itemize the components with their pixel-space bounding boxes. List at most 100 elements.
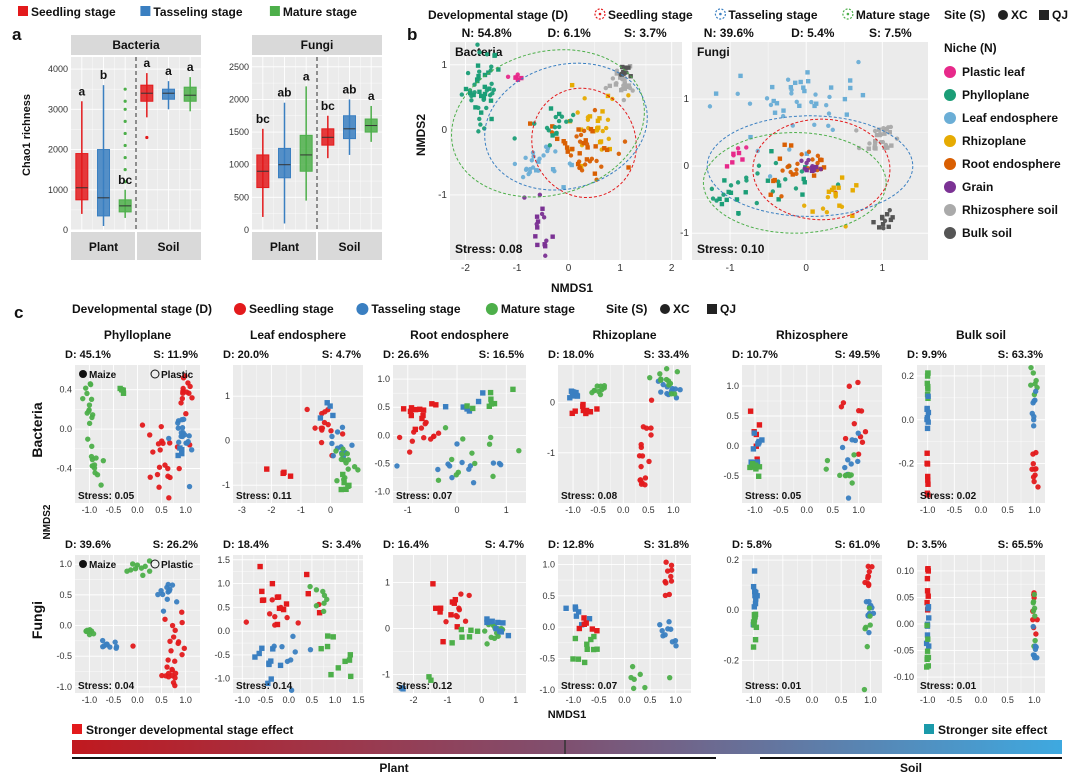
data-point: [755, 473, 762, 479]
data-point: [484, 619, 490, 626]
data-point: [87, 381, 94, 388]
stress-label: Stress: 0.01: [920, 681, 977, 692]
maize-legend-label: Maize: [89, 370, 117, 381]
nmds-fungi: -1 0 1 -1 0 1 N: 39.6% D: 5.4% S: 7.5% Fungi Stres…: [680, 26, 928, 274]
y-tick-label: 1000: [229, 160, 249, 170]
data-point: [593, 144, 598, 149]
data-point: [487, 86, 492, 91]
x-tick-label: 0: [803, 263, 809, 274]
data-point: [580, 403, 586, 409]
data-point: [324, 643, 331, 650]
data-point: [104, 641, 110, 647]
data-point: [486, 70, 491, 75]
data-point: [647, 374, 653, 381]
stress-label: Stress: 0.11: [236, 491, 292, 502]
data-point: [411, 429, 417, 435]
nmds-small-0-3: -1.0 -0.5 0.0 0.5 1.0 -1 0 Stress: 0.08: [547, 365, 691, 515]
data-point: [801, 85, 806, 90]
data-point: [480, 390, 486, 396]
data-point: [754, 593, 760, 599]
box-plant-tasseling: ab: [277, 86, 292, 224]
x-tick-label: 1: [513, 695, 518, 705]
data-point: [569, 393, 576, 399]
data-point: [155, 441, 162, 447]
data-point: [542, 242, 547, 247]
data-point: [753, 589, 759, 596]
significance-letter: bc: [118, 173, 132, 187]
data-point: [864, 643, 870, 650]
data-point: [472, 460, 478, 467]
data-point: [488, 98, 494, 103]
data-point: [754, 200, 759, 206]
data-point: [515, 72, 520, 77]
data-point: [925, 492, 931, 498]
data-point: [528, 121, 533, 126]
d-stat: D: 18.0%: [548, 349, 594, 361]
data-point: [179, 424, 186, 431]
data-point: [449, 640, 455, 646]
data-point: [842, 464, 848, 471]
data-point: [815, 153, 821, 159]
y-tick-label: -1.0: [539, 685, 555, 695]
data-point: [790, 172, 795, 177]
data-point: [799, 158, 804, 164]
data-point: [342, 658, 348, 665]
niche-legend-dot: [944, 89, 956, 101]
box: [299, 134, 313, 172]
box-plant-mature: bc: [118, 87, 132, 218]
data-point: [925, 473, 931, 480]
x-tick-label: 1: [504, 505, 509, 515]
data-point: [884, 126, 889, 132]
data-point: [861, 686, 868, 693]
data-point: [426, 674, 432, 680]
data-point: [186, 433, 192, 439]
data-point: [435, 466, 441, 473]
data-point: [848, 85, 853, 91]
data-point: [1031, 478, 1037, 485]
site-legend-label: QJ: [1052, 8, 1068, 22]
y-tick-label: 500: [234, 192, 249, 202]
outlier-point: [123, 180, 127, 184]
data-point: [312, 425, 318, 431]
data-point: [752, 462, 759, 468]
data-point: [334, 429, 341, 435]
data-point: [589, 156, 595, 162]
right-effect-swatch: [924, 724, 934, 734]
data-point: [564, 119, 569, 124]
data-point: [666, 674, 673, 681]
soil-label: Soil: [900, 761, 922, 775]
stress-label: Stress: 0.08: [561, 491, 618, 502]
significance-letter: ab: [342, 82, 356, 96]
legend-ellipse-center: [719, 12, 722, 16]
data-point: [584, 646, 590, 652]
data-point: [925, 654, 932, 661]
data-point: [575, 110, 580, 115]
data-point: [837, 203, 842, 208]
y-tick-label: 1.0: [59, 559, 72, 569]
plastic-legend-label: Plastic: [161, 370, 194, 381]
data-point: [572, 408, 578, 414]
y-tick-label: -1.0: [56, 682, 72, 692]
data-point: [469, 450, 475, 456]
nmds-small-0-4: -1.0 -0.5 0.0 0.5 1.0 -0.5 0.0 0.5 1.0 Stress: 0.…: [723, 365, 882, 515]
data-point: [167, 440, 173, 446]
data-point: [534, 214, 540, 219]
box: [343, 115, 356, 140]
data-point: [845, 457, 851, 463]
data-point: [747, 464, 753, 471]
data-point: [172, 627, 178, 633]
data-point: [544, 238, 549, 243]
data-point: [158, 588, 164, 594]
data-point: [482, 72, 488, 78]
data-point: [818, 166, 824, 172]
data-point: [607, 83, 613, 89]
data-point: [925, 370, 931, 376]
data-point: [583, 138, 588, 143]
data-point: [749, 460, 756, 467]
data-point: [535, 219, 541, 224]
data-point: [495, 619, 501, 626]
box: [162, 88, 175, 100]
data-point: [805, 70, 810, 75]
data-point: [484, 88, 490, 93]
legend-ellipse-icon: [714, 8, 727, 20]
